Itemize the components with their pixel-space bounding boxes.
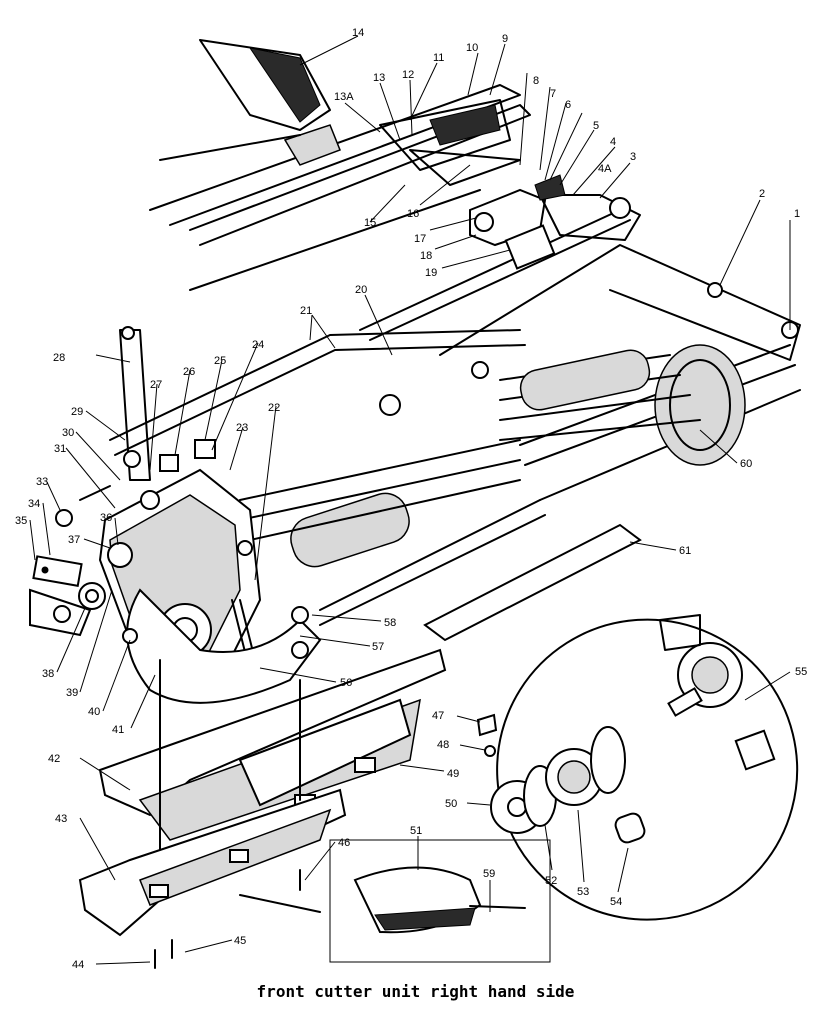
part-label-5: 5 bbox=[593, 120, 599, 132]
part-label-20: 20 bbox=[355, 284, 367, 296]
side-plate-drawing bbox=[29, 326, 322, 704]
cutter-frame-drawing bbox=[109, 244, 801, 626]
part-label-37: 37 bbox=[68, 534, 80, 546]
part-label-6: 6 bbox=[565, 99, 571, 111]
part-label-23: 23 bbox=[236, 422, 248, 434]
tractor-frame-drawing bbox=[149, 39, 531, 291]
part-label-21: 21 bbox=[300, 305, 312, 317]
part-labels: 1 2 3 4 4A 5 6 7 8 9 10 11 12 13 13A 14 … bbox=[15, 27, 807, 971]
part-label-12: 12 bbox=[402, 69, 414, 81]
part-label-52: 52 bbox=[545, 875, 557, 887]
part-label-53: 53 bbox=[577, 886, 589, 898]
part-label-28: 28 bbox=[53, 352, 65, 364]
part-label-33: 33 bbox=[36, 476, 48, 488]
part-label-2: 2 bbox=[759, 188, 765, 200]
part-label-55: 55 bbox=[795, 666, 807, 678]
part-label-24: 24 bbox=[252, 339, 264, 351]
part-label-45: 45 bbox=[234, 935, 246, 947]
part-label-48: 48 bbox=[437, 739, 449, 751]
part-label-60: 60 bbox=[740, 458, 752, 470]
part-label-30: 30 bbox=[62, 427, 74, 439]
part-label-10: 10 bbox=[466, 42, 478, 54]
diagram-caption: front cutter unit right hand side bbox=[256, 982, 575, 1001]
part-label-7: 7 bbox=[550, 88, 556, 100]
part-label-11: 11 bbox=[433, 52, 444, 64]
part-label-41: 41 bbox=[112, 724, 124, 736]
part-label-3: 3 bbox=[630, 151, 636, 163]
part-label-54: 54 bbox=[610, 896, 622, 908]
part-label-29: 29 bbox=[71, 406, 83, 418]
part-label-4: 4 bbox=[610, 136, 616, 148]
part-label-16: 16 bbox=[407, 208, 419, 220]
bearing-detail-drawing bbox=[476, 614, 799, 921]
part-label-19: 19 bbox=[425, 267, 437, 279]
leader-lines bbox=[29, 35, 791, 965]
part-label-43: 43 bbox=[55, 813, 67, 825]
part-label-40: 40 bbox=[88, 706, 100, 718]
part-label-36: 36 bbox=[100, 512, 112, 524]
part-label-42: 42 bbox=[48, 753, 60, 765]
part-label-22: 22 bbox=[268, 402, 280, 414]
part-label-44: 44 bbox=[72, 959, 84, 971]
part-label-49: 49 bbox=[447, 768, 459, 780]
part-label-39: 39 bbox=[66, 687, 78, 699]
part-label-38: 38 bbox=[42, 668, 54, 680]
part-label-51: 51 bbox=[410, 825, 422, 837]
part-label-25: 25 bbox=[214, 355, 226, 367]
part-label-26: 26 bbox=[183, 366, 195, 378]
part-label-4a: 4A bbox=[598, 163, 612, 175]
part-label-8: 8 bbox=[533, 75, 539, 87]
part-label-18: 18 bbox=[420, 250, 432, 262]
part-label-57: 57 bbox=[372, 641, 384, 653]
part-label-15: 15 bbox=[364, 217, 376, 229]
part-label-31: 31 bbox=[54, 443, 66, 455]
part-label-13: 13 bbox=[373, 72, 385, 84]
inset-detail-drawing bbox=[239, 839, 551, 963]
part-label-56: 56 bbox=[340, 677, 352, 689]
part-label-34: 34 bbox=[28, 498, 40, 510]
bedknife-drawing bbox=[78, 523, 642, 969]
part-label-9: 9 bbox=[502, 33, 508, 45]
part-label-50: 50 bbox=[445, 798, 457, 810]
lift-linkage-drawing bbox=[359, 174, 641, 341]
part-label-46: 46 bbox=[338, 837, 350, 849]
part-label-13a: 13A bbox=[334, 91, 354, 103]
part-label-47: 47 bbox=[432, 710, 444, 722]
part-label-14: 14 bbox=[352, 27, 364, 39]
part-label-59: 59 bbox=[483, 868, 495, 880]
part-label-61: 61 bbox=[679, 545, 691, 557]
part-label-1: 1 bbox=[794, 208, 800, 220]
part-label-27: 27 bbox=[150, 379, 162, 391]
part-label-58: 58 bbox=[384, 617, 396, 629]
part-label-35: 35 bbox=[15, 515, 27, 527]
part-label-17: 17 bbox=[414, 233, 426, 245]
